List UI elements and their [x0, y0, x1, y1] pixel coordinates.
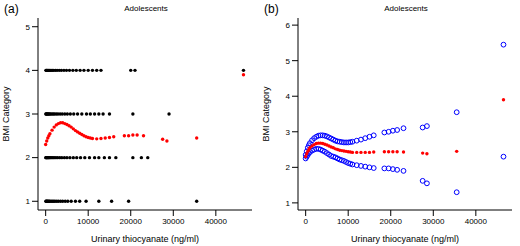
svg-text:10000: 10000 — [77, 217, 100, 226]
svg-text:40000: 40000 — [465, 217, 488, 226]
svg-text:6: 6 — [286, 21, 291, 30]
svg-text:10000: 10000 — [337, 217, 360, 226]
html-text:Adolescents: Adolescents — [124, 4, 168, 13]
html-text:(b): (b) — [264, 2, 279, 16]
svg-text:30000: 30000 — [422, 217, 445, 226]
svg-text:5: 5 — [286, 57, 291, 66]
svg-text:3: 3 — [26, 110, 31, 119]
svg-text:0: 0 — [43, 217, 48, 226]
svg-text:20000: 20000 — [380, 217, 403, 226]
svg-text:4: 4 — [286, 92, 291, 101]
svg-text:1: 1 — [286, 199, 291, 208]
html-text:Adolescents: Adolescents — [384, 4, 428, 13]
svg-text:0: 0 — [303, 217, 308, 226]
svg-text:3: 3 — [286, 128, 291, 137]
svg-text:20000: 20000 — [120, 217, 143, 226]
svg-text:1: 1 — [26, 197, 31, 206]
svg-text:30000: 30000 — [162, 217, 185, 226]
svg-text:Urinary thiocyanate (ng/ml): Urinary thiocyanate (ng/ml) — [351, 234, 459, 244]
svg-text:BMI Category: BMI Category — [8, 86, 11, 142]
svg-text:Urinary thiocyanate (ng/ml): Urinary thiocyanate (ng/ml) — [91, 234, 199, 244]
svg-text:4: 4 — [26, 66, 31, 75]
svg-text:BMI Category: BMI Category — [261, 86, 271, 142]
svg-text:5: 5 — [26, 23, 31, 32]
html-text:(a): (a) — [4, 2, 19, 16]
svg-text:2: 2 — [286, 163, 291, 172]
svg-text:40000: 40000 — [205, 217, 228, 226]
svg-text:2: 2 — [26, 153, 31, 162]
